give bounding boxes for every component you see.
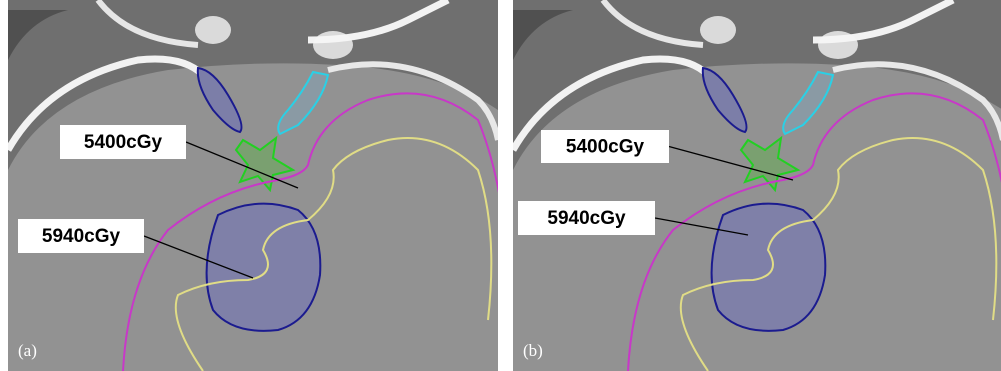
panel-caption: (a) [18, 341, 37, 360]
ct-scan [513, 0, 1001, 371]
dose-label: 5940cGy [547, 208, 626, 229]
dose-label: 5400cGy [84, 132, 163, 153]
panel-caption: (b) [523, 341, 543, 360]
dose-label: 5400cGy [566, 137, 645, 158]
panel: 5400cGy 5940cGy (b) [513, 0, 1001, 371]
panel: 5400cGy 5940cGy (a) [8, 0, 508, 371]
dose-label: 5940cGy [42, 226, 121, 247]
panels: 5400cGy 5940cGy (a) 5400cGy 5940cGy (b) [8, 0, 1001, 371]
figure: 5400cGy 5940cGy (a) 5400cGy 5940cGy (b) [0, 0, 1001, 371]
ct-scan [8, 0, 508, 371]
